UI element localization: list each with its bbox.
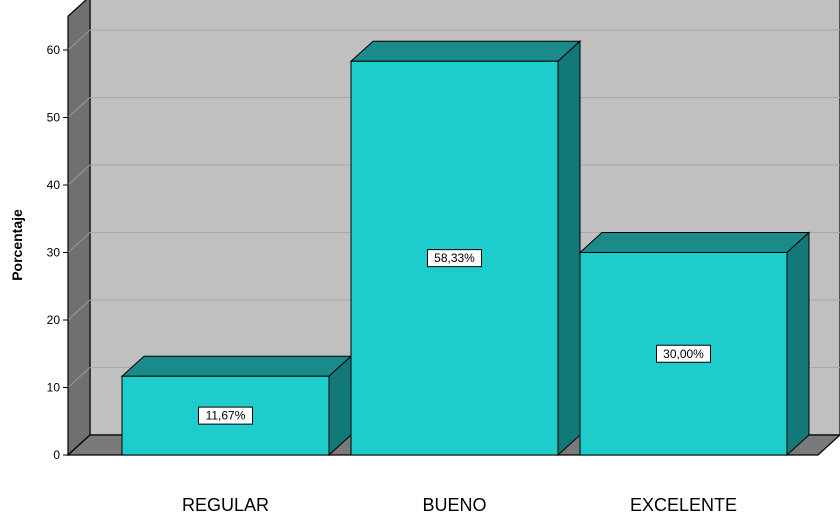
left-wall	[67, 0, 91, 457]
gridline	[67, 367, 91, 388]
bar-top-face	[349, 40, 582, 62]
gridline	[67, 232, 91, 253]
bar-top-face	[120, 355, 353, 377]
x-category-label: BUENO	[422, 495, 487, 515]
bar-side-face	[786, 231, 810, 457]
gridline	[67, 29, 91, 51]
y-tick-label: 0	[53, 448, 60, 462]
bar-excelente: 30,00%	[578, 231, 811, 457]
y-tick-label: 50	[47, 111, 61, 125]
data-label-box	[427, 249, 482, 268]
bar-bueno: 58,33%	[349, 40, 582, 457]
x-category-label: REGULAR	[181, 495, 270, 515]
y-tick-label: 40	[47, 178, 61, 192]
bars: 11,67% 58,33% 30,00%	[120, 40, 811, 457]
y-tick-label: 30	[47, 246, 61, 260]
gridline	[67, 164, 91, 186]
data-label: 11,67%	[206, 409, 246, 423]
data-label: 30,00%	[663, 347, 704, 361]
y-axis: 0 10 20 30 40 50 60	[47, 16, 69, 462]
bar-side-face	[557, 40, 581, 457]
y-axis-label: Porcentaje	[9, 209, 25, 281]
y-tick-label: 60	[47, 43, 61, 57]
bar-regular: 11,67%	[120, 355, 353, 457]
bar-top-face	[578, 232, 811, 253]
gridline	[67, 97, 91, 118]
x-category-label: EXCELENTE	[629, 495, 738, 515]
y-tick-label: 10	[47, 381, 61, 395]
y-tick-label: 20	[47, 313, 61, 327]
data-label: 58,33%	[434, 251, 475, 265]
data-label-box	[198, 406, 253, 425]
data-label-box	[656, 344, 711, 363]
gridline	[67, 299, 91, 321]
